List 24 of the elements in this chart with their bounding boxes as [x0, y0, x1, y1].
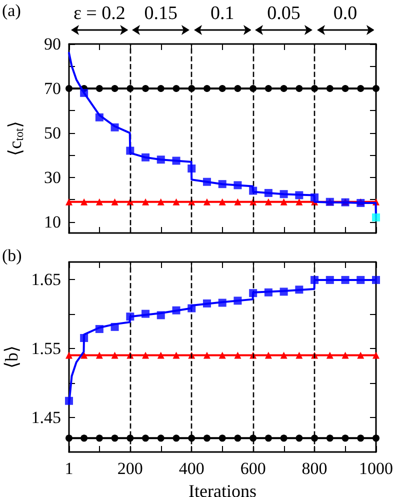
x-tick-label: 200 [117, 459, 143, 478]
x-tick-label: 1 [64, 459, 74, 478]
annotation: 0.05 [267, 3, 300, 24]
annotation: 0.15 [144, 3, 178, 24]
y-tick-label: 1.65 [31, 270, 61, 289]
x-axis-title: Iterations [188, 480, 256, 497]
annotation: 0.1 [210, 3, 234, 24]
annotation: ε = 0.2 [73, 3, 126, 24]
y-tick-label: 90 [44, 34, 61, 54]
x-tick-label: 1000 [359, 459, 393, 478]
y-tick-label: 30 [44, 168, 61, 187]
y-tick-label: 1.45 [31, 408, 61, 427]
y-tick-label: 50 [44, 123, 61, 142]
x-tick-label: 800 [302, 459, 328, 478]
x-tick-label: 600 [240, 459, 266, 478]
y-axis-title: ⟨b⟩ [1, 346, 22, 368]
text: (a) [2, 1, 21, 20]
y-tick-label: 1.55 [31, 338, 61, 358]
x-tick-label: 400 [178, 459, 204, 478]
y-axis-title: ⟨ctot⟩ [5, 121, 26, 156]
y-tick-label: 70 [44, 78, 61, 98]
y-tick-label: 10 [44, 212, 61, 232]
annotation: 0.0 [333, 3, 358, 24]
text: (b) [2, 246, 22, 265]
